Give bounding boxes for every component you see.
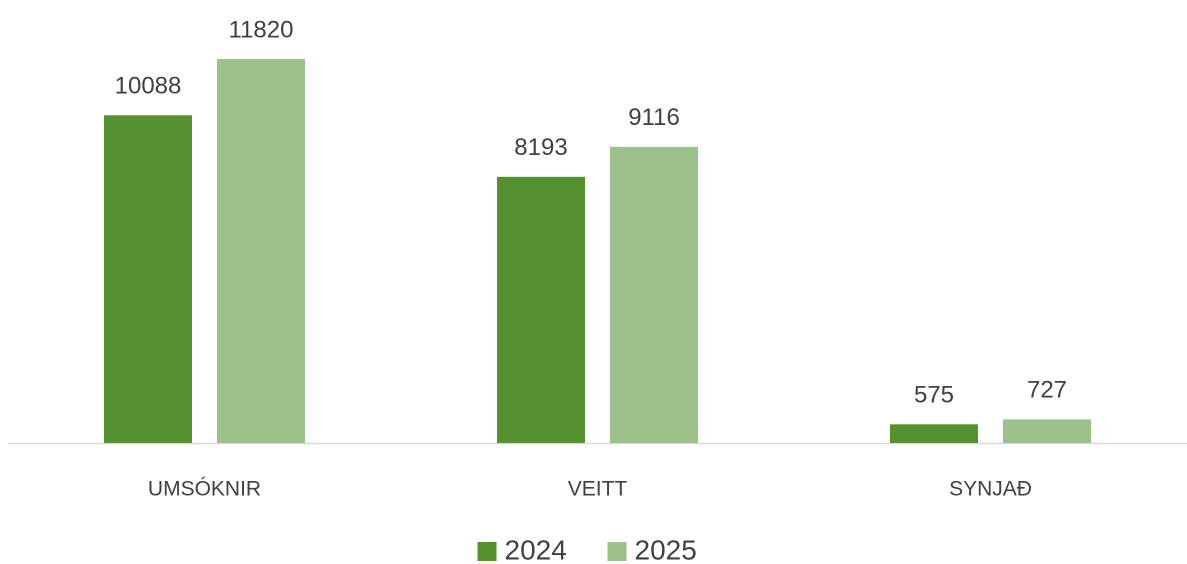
bar — [610, 146, 698, 443]
bar — [1003, 419, 1091, 443]
x-tick-label: UMSÓKNIR — [148, 478, 261, 501]
data-label: 10088 — [115, 73, 182, 100]
bar — [497, 176, 585, 443]
bar — [104, 115, 192, 444]
legend-swatch — [477, 542, 497, 561]
bar — [890, 424, 978, 443]
legend-label: 2024 — [505, 534, 567, 564]
data-label: 575 — [914, 382, 954, 409]
x-tick-label: SYNJAÐ — [949, 478, 1032, 501]
bar — [217, 59, 305, 443]
data-label: 727 — [1027, 377, 1067, 404]
x-tick-label: VEITT — [568, 478, 628, 501]
legend-label: 2025 — [635, 534, 697, 564]
data-label: 9116 — [628, 104, 680, 131]
data-label: 8193 — [514, 134, 567, 161]
legend-swatch — [607, 542, 627, 561]
data-label: 11820 — [229, 16, 294, 43]
